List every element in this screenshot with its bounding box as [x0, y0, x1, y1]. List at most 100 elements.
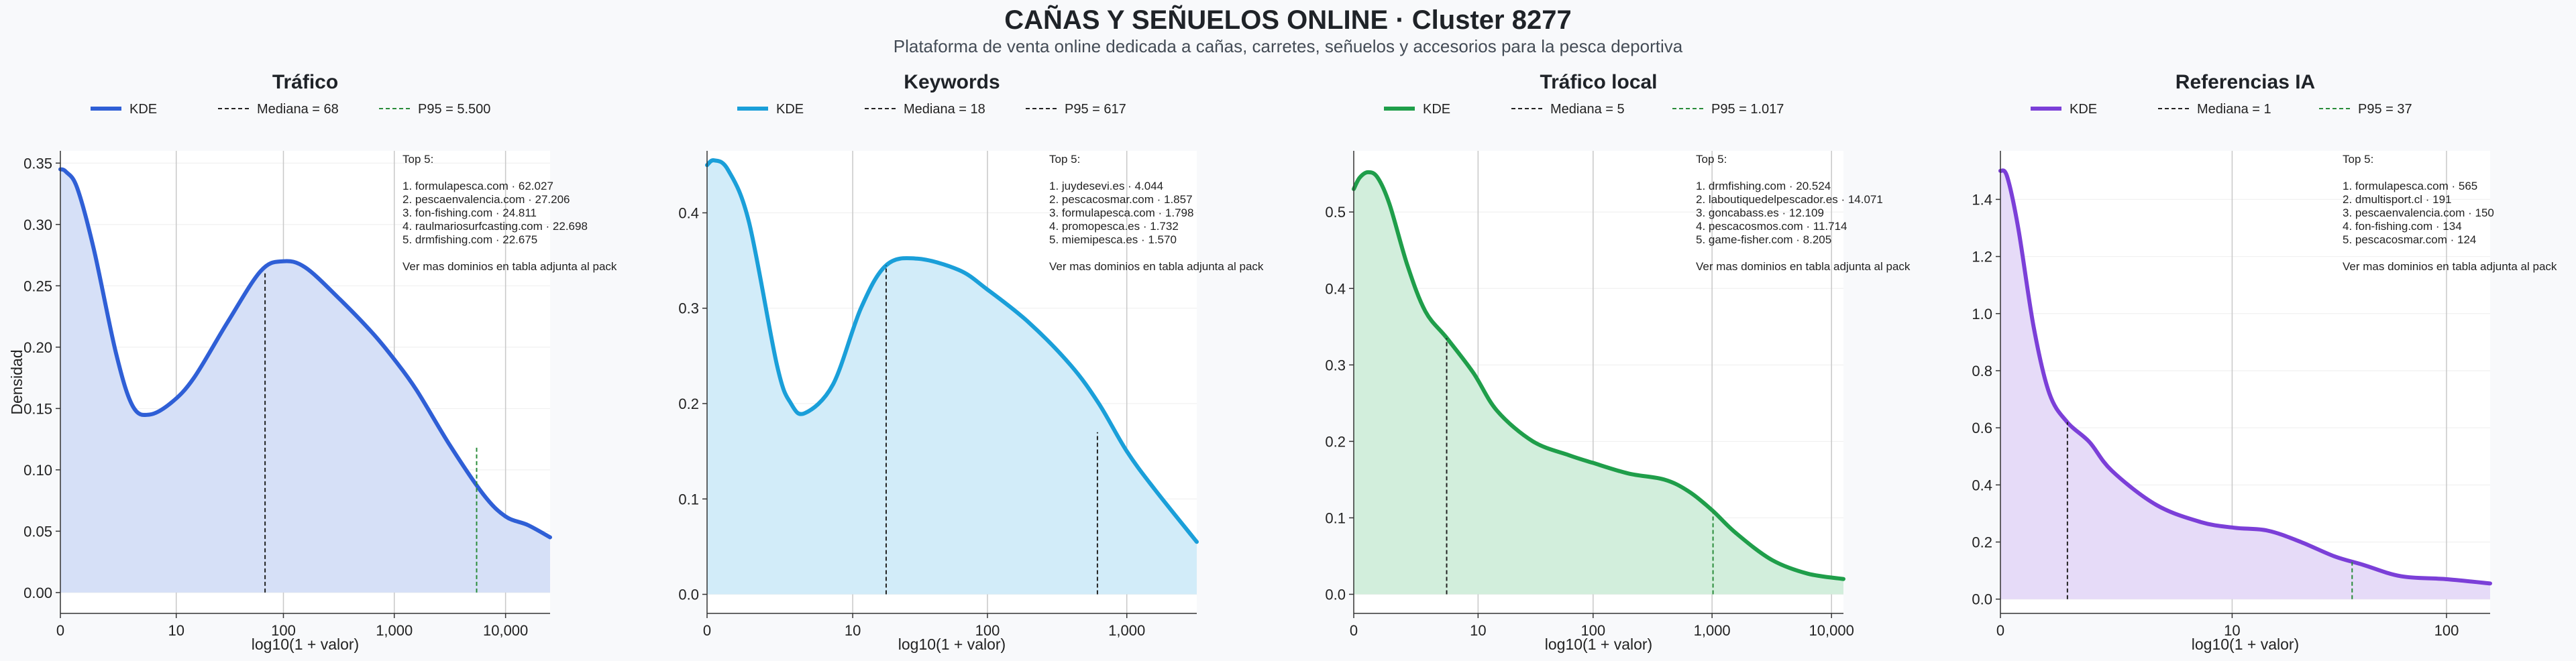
panel-title: Referencias IA	[2176, 71, 2315, 93]
legend-kde-label: KDE	[1423, 102, 1450, 117]
y-tick-label: 0.20	[23, 339, 52, 356]
chart-panel: 0.0 0.2 0.4 0.6 0.8 1.0 1.2 1.4 0 10 100 log10(1 + …	[1972, 71, 2557, 653]
x-tick-label: 0	[703, 622, 711, 639]
panel-title: Tráfico	[272, 71, 338, 93]
y-tick-label: 0.3	[1325, 357, 1346, 373]
kde-line	[705, 158, 1199, 544]
x-tick-label: 10	[168, 622, 184, 639]
legend-kde-label: KDE	[129, 102, 157, 117]
x-tick-label: 10	[1470, 622, 1486, 639]
top5-title: Top 5:	[2343, 153, 2373, 166]
x-tick-label: 0	[56, 622, 64, 639]
top5-item: 1. drmfishing.com · 20.524	[1696, 180, 1831, 192]
top5-item: 4. promopesca.es · 1.732	[1049, 220, 1179, 233]
legend-p95-label: P95 = 37	[2358, 102, 2412, 117]
top5-item: 1. formulapesca.com · 62.027	[402, 180, 553, 192]
y-tick-label: 0.0	[678, 587, 699, 603]
x-axis-label: log10(1 + valor)	[252, 636, 359, 653]
x-tick-label: 100	[2434, 622, 2459, 639]
top5-item: 3. fon-fishing.com · 24.811	[402, 206, 537, 219]
top5-item: 2. pescaenvalencia.com · 27.206	[402, 193, 570, 206]
top5-item: 4. pescacosmos.com · 11.714	[1696, 220, 1847, 233]
x-axis-label: log10(1 + valor)	[1545, 636, 1652, 653]
y-tick-label: 0.05	[23, 523, 52, 540]
kde-line	[1352, 170, 1845, 581]
y-tick-label: 0.4	[1325, 280, 1346, 297]
legend-median-label: Mediana = 68	[257, 102, 339, 117]
top5-item: 4. fon-fishing.com · 134	[2343, 220, 2462, 233]
y-tick-label: 0.2	[1325, 433, 1346, 450]
top5-item: 5. miemipesca.es · 1.570	[1049, 233, 1177, 246]
x-tick-label: 0	[1996, 622, 2004, 639]
figure-title: CAÑAS Y SEÑUELOS ONLINE · Cluster 8277	[1004, 5, 1572, 35]
x-tick-label: 1,000	[1694, 622, 1731, 639]
top5-title: Top 5:	[402, 153, 433, 166]
top5-title: Top 5:	[1696, 153, 1727, 166]
x-tick-label: 10,000	[483, 622, 528, 639]
top5-item: 5. pescacosmar.com · 124	[2343, 233, 2476, 246]
top5-note: Ver mas dominios en tabla adjunta al pac…	[1049, 260, 1264, 273]
y-tick-label: 0.5	[1325, 204, 1346, 221]
top5-item: 5. drmfishing.com · 22.675	[402, 233, 537, 246]
top5-item: 3. pescaenvalencia.com · 150	[2343, 206, 2494, 219]
x-tick-label: 100	[1580, 622, 1605, 639]
kde-area	[2000, 170, 2490, 599]
x-tick-label: 100	[975, 622, 1000, 639]
y-tick-label: 0.6	[1972, 420, 1992, 436]
x-tick-label: 0	[1350, 622, 1358, 639]
top5-item: 2. pescacosmar.com · 1.857	[1049, 193, 1193, 206]
x-axis-label: log10(1 + valor)	[2192, 636, 2299, 653]
y-tick-label: 0.1	[678, 491, 699, 507]
x-tick-label: 10	[845, 622, 861, 639]
chart-panel: 0.00 0.05 0.10 0.15 0.20 0.25 0.30 0.35 0 10 100 1,…	[8, 71, 617, 653]
y-tick-label: 0.3	[678, 300, 699, 317]
top5-note: Ver mas dominios en tabla adjunta al pac…	[402, 260, 617, 273]
top5-item: 5. game-fisher.com · 8.205	[1696, 233, 1831, 246]
legend-median-label: Mediana = 1	[2197, 102, 2271, 117]
top5-item: 3. formulapesca.com · 1.798	[1049, 206, 1193, 219]
y-tick-label: 0.4	[1972, 477, 1992, 493]
top5-item: 3. goncabass.es · 12.109	[1696, 206, 1824, 219]
top5-note: Ver mas dominios en tabla adjunta al pac…	[1696, 260, 1911, 273]
y-axis-label: Densidad	[8, 349, 25, 414]
x-tick-label: 1,000	[1108, 622, 1145, 639]
legend-kde-label: KDE	[2070, 102, 2097, 117]
legend-p95-label: P95 = 1.017	[1711, 102, 1784, 117]
y-tick-label: 0.2	[1972, 534, 1992, 551]
x-tick-label: 1,000	[376, 622, 413, 639]
legend-p95-label: P95 = 5.500	[418, 102, 490, 117]
y-tick-label: 0.0	[1972, 591, 1992, 608]
top5-title: Top 5:	[1049, 153, 1080, 166]
figure-subtitle: Plataforma de venta online dedicada a ca…	[893, 36, 1683, 56]
kde-area	[707, 160, 1197, 595]
y-tick-label: 0.8	[1972, 363, 1992, 379]
y-tick-label: 1.0	[1972, 306, 1992, 322]
y-tick-label: 0.1	[1325, 509, 1346, 526]
y-tick-label: 0.0	[1325, 586, 1346, 603]
legend-median-label: Mediana = 5	[1550, 102, 1625, 117]
y-tick-label: 0.25	[23, 278, 52, 294]
y-tick-label: 0.10	[23, 462, 52, 479]
kde-area	[1354, 172, 1843, 595]
kde-line	[1998, 168, 2492, 586]
x-tick-label: 10,000	[1809, 622, 1854, 639]
legend-kde-label: KDE	[776, 102, 804, 117]
top5-item: 1. juydesevi.es · 4.044	[1049, 180, 1163, 192]
chart-panel: 0.0 0.1 0.2 0.3 0.4 0 10 100 1,000 log10(1 + valo…	[678, 71, 1264, 653]
y-tick-label: 0.4	[678, 204, 699, 221]
panel-title: Tráfico local	[1540, 71, 1657, 93]
top5-item: 4. raulmariosurfcasting.com · 22.698	[402, 220, 588, 233]
y-tick-label: 0.15	[23, 400, 52, 417]
top5-item: 2. laboutiquedelpescador.es · 14.071	[1696, 193, 1883, 206]
y-tick-label: 0.30	[23, 217, 52, 233]
panel-title: Keywords	[904, 71, 1000, 93]
y-tick-label: 0.00	[23, 585, 52, 601]
kde-line	[58, 167, 552, 540]
chart-panel: 0.0 0.1 0.2 0.3 0.4 0.5 0 10 100 1,000 10,000 log10…	[1325, 71, 1911, 653]
kde-area	[60, 169, 550, 593]
y-tick-label: 1.4	[1972, 191, 1992, 208]
top5-note: Ver mas dominios en tabla adjunta al pac…	[2343, 260, 2557, 273]
top5-item: 2. dmultisport.cl · 191	[2343, 193, 2452, 206]
